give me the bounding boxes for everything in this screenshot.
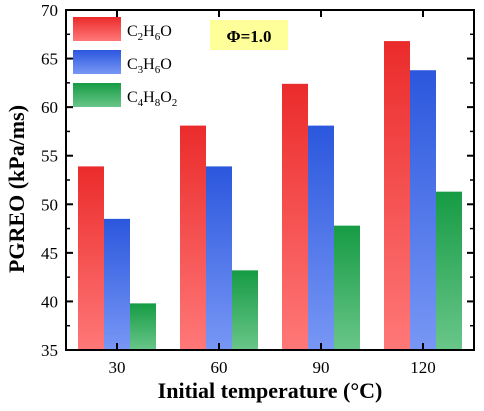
legend-label-C2H6O: C2H6O [127, 23, 172, 43]
bar-C4H8O2-90 [334, 225, 360, 350]
bar-C4H8O2-120 [436, 191, 462, 350]
x-axis-title: Initial temperature (°C) [158, 378, 383, 403]
bar-C4H8O2-60 [232, 270, 258, 350]
bar-C3H6O-90 [308, 125, 334, 350]
annotation-background [210, 20, 288, 50]
bar-C2H6O-60 [180, 125, 206, 350]
bar-C3H6O-30 [104, 218, 130, 350]
legend-swatch-C4H8O2 [73, 83, 121, 107]
y-tick-label: 45 [41, 244, 58, 263]
legend-label-C3H6O: C3H6O [127, 56, 172, 76]
bars-group [78, 41, 462, 350]
y-tick-label: 50 [41, 195, 58, 214]
legend: C2H6O C3H6O C4H8O2 [73, 17, 177, 109]
y-ticks-group: 35 40 45 50 55 60 65 70 [41, 1, 474, 360]
y-tick-label: 40 [41, 292, 58, 311]
bar-C3H6O-120 [410, 70, 436, 350]
y-axis-title: PGREO (kPa/ms) [4, 105, 29, 273]
equivalence-ratio-annotation: Φ=1.0 [210, 20, 288, 50]
y-tick-label: 70 [41, 1, 58, 20]
bar-C2H6O-30 [78, 166, 104, 350]
bar-C4H8O2-30 [130, 303, 156, 350]
legend-swatch-C2H6O [73, 17, 121, 41]
bar-C2H6O-90 [282, 83, 308, 350]
y-tick-label: 65 [41, 50, 58, 69]
x-ticks-group: 30 60 90 120 [109, 10, 436, 377]
y-tick-label: 35 [41, 341, 58, 360]
x-tick-label: 90 [313, 358, 330, 377]
y-tick-label: 60 [41, 98, 58, 117]
legend-label-C4H8O2: C4H8O2 [127, 89, 177, 109]
bar-C3H6O-60 [206, 166, 232, 350]
annotation-text: Φ=1.0 [226, 27, 271, 46]
x-tick-label: 30 [109, 358, 126, 377]
x-tick-label: 120 [410, 358, 436, 377]
legend-swatch-C3H6O [73, 50, 121, 74]
x-tick-label: 60 [211, 358, 228, 377]
bar-C2H6O-120 [384, 41, 410, 350]
y-tick-label: 55 [41, 147, 58, 166]
